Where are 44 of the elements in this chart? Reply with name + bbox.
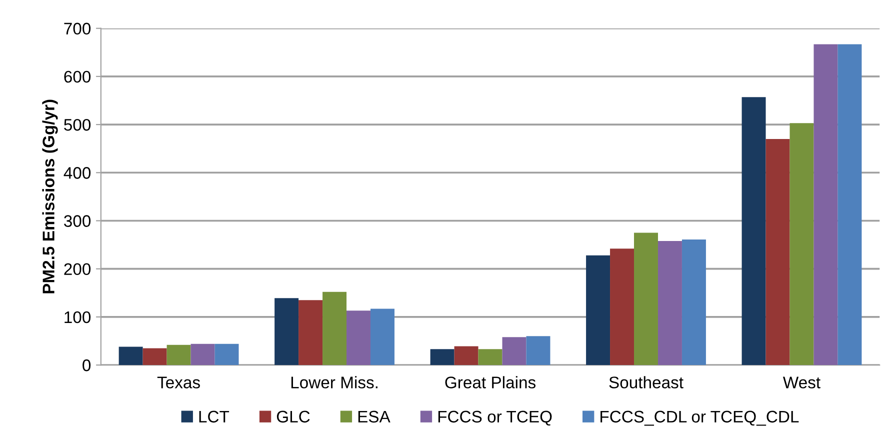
bar bbox=[298, 300, 323, 366]
bar bbox=[346, 310, 370, 366]
y-tick-label: 0 bbox=[82, 359, 91, 372]
x-tick-label: Lower Miss. bbox=[291, 376, 378, 388]
legend-label: GLC bbox=[276, 410, 310, 423]
x-tick-label: Texas bbox=[157, 376, 200, 388]
bar bbox=[166, 344, 191, 366]
bar bbox=[682, 240, 706, 366]
bar bbox=[658, 240, 682, 366]
bar bbox=[370, 308, 394, 366]
bar bbox=[322, 292, 347, 366]
y-tick-label: 100 bbox=[64, 311, 91, 324]
bar bbox=[742, 97, 766, 366]
legend-label: ESA bbox=[358, 410, 390, 423]
bar bbox=[838, 44, 862, 366]
bar bbox=[502, 337, 526, 366]
x-tick-label: Southeast bbox=[609, 376, 684, 388]
bar bbox=[214, 344, 239, 366]
bar bbox=[142, 348, 167, 366]
bar bbox=[526, 336, 550, 366]
bar bbox=[634, 232, 658, 366]
legend-label: LCT bbox=[199, 410, 230, 423]
bar bbox=[454, 346, 478, 366]
x-tick-label: Great Plains bbox=[445, 376, 536, 388]
y-tick-label: 700 bbox=[64, 22, 91, 35]
y-tick-label: 200 bbox=[64, 263, 91, 276]
y-axis-title: PM2.5 Emissions (Gg/yr) bbox=[42, 100, 58, 294]
y-tick-label: 400 bbox=[64, 167, 91, 179]
bar bbox=[478, 349, 502, 366]
bar bbox=[118, 346, 143, 366]
x-tick-label: West bbox=[782, 376, 820, 388]
bar bbox=[790, 123, 814, 366]
bar bbox=[814, 44, 838, 366]
y-tick-label: 600 bbox=[64, 70, 91, 83]
y-tick-label: 500 bbox=[64, 118, 91, 131]
y-tick-label: 300 bbox=[64, 215, 91, 227]
bar bbox=[190, 344, 215, 366]
bar bbox=[430, 349, 454, 366]
bar bbox=[274, 298, 299, 366]
bar bbox=[766, 138, 790, 366]
bar bbox=[610, 248, 634, 366]
bar bbox=[586, 255, 610, 366]
legend-label: FCCS or TCEQ bbox=[438, 410, 552, 426]
legend-label: FCCS_CDL or TCEQ_CDL bbox=[600, 410, 799, 426]
